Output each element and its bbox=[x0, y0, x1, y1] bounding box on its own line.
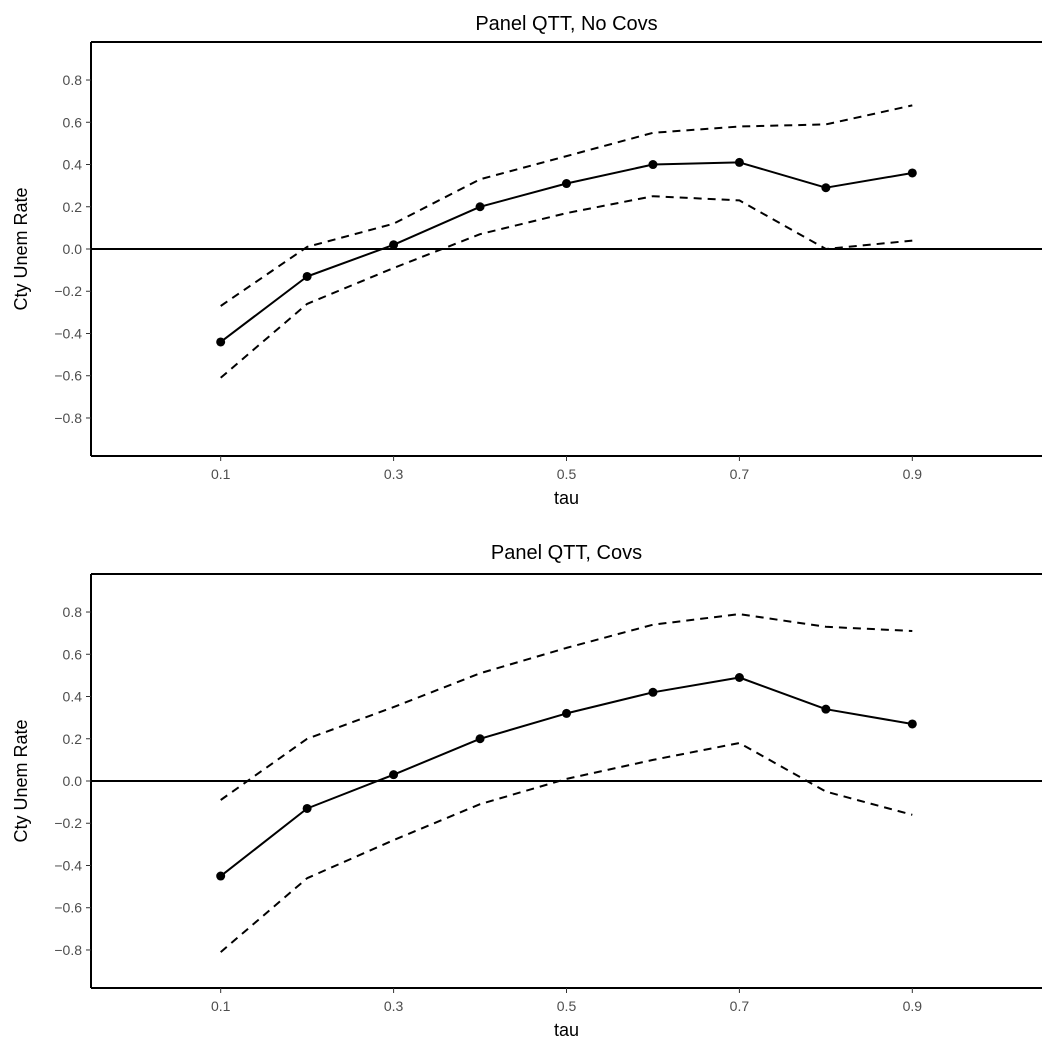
data-point bbox=[302, 271, 312, 281]
data-point bbox=[389, 770, 399, 780]
series-line-lower-band bbox=[220, 195, 913, 379]
y-tick-label: 0.4 bbox=[63, 689, 83, 705]
chart-panel-2: Panel QTT, Covs 0.8 0.6 0.4 0.2 0.0 −0.2 −0.4 −0… bbox=[11, 542, 1042, 1040]
x-axis-label: tau bbox=[554, 1020, 579, 1040]
y-tick-label: −0.6 bbox=[54, 368, 82, 384]
y-tick-label: −0.4 bbox=[54, 325, 82, 341]
y-axis-label: Cty Unem Rate bbox=[11, 187, 31, 310]
series-line-estimate bbox=[220, 676, 913, 877]
y-tick-label: −0.8 bbox=[54, 942, 82, 958]
series-line-estimate bbox=[220, 161, 913, 343]
series-line-upper-band bbox=[220, 104, 913, 307]
data-point bbox=[734, 157, 744, 167]
data-point bbox=[302, 803, 312, 813]
y-axis-label: Cty Unem Rate bbox=[11, 719, 31, 842]
x-tick-label: 0.5 bbox=[557, 466, 577, 482]
x-axis-label: tau bbox=[554, 488, 579, 508]
data-point bbox=[648, 687, 658, 697]
x-tick-label: 0.3 bbox=[384, 998, 404, 1014]
x-tick-label: 0.1 bbox=[211, 466, 231, 482]
x-tick-label: 0.9 bbox=[903, 466, 923, 482]
series-line-lower-band bbox=[220, 742, 913, 953]
x-tick-label: 0.7 bbox=[730, 998, 750, 1014]
data-point bbox=[475, 734, 485, 744]
y-tick-label: −0.2 bbox=[54, 815, 82, 831]
data-point bbox=[907, 168, 917, 178]
data-point bbox=[562, 708, 571, 718]
y-tick-label: 0.6 bbox=[63, 114, 83, 130]
data-point bbox=[821, 704, 831, 714]
x-tick-label: 0.1 bbox=[211, 998, 231, 1014]
data-point bbox=[821, 183, 831, 193]
y-tick-label: −0.6 bbox=[54, 900, 82, 916]
y-tick-label: 0.6 bbox=[63, 646, 83, 662]
y-tick-label: −0.4 bbox=[54, 857, 82, 873]
chart-title: Panel QTT, Covs bbox=[491, 542, 642, 564]
x-tick-label: 0.7 bbox=[730, 466, 750, 482]
chart-panel-1: Panel QTT, No Covs 0.8 0.6 0.4 0.2 0.0 −0.2 −0.… bbox=[11, 13, 1042, 508]
y-tick-label: 0.0 bbox=[63, 241, 83, 257]
x-tick-label: 0.3 bbox=[384, 466, 404, 482]
data-point bbox=[216, 337, 226, 347]
y-tick-label: 0.4 bbox=[63, 157, 83, 173]
y-tick-label: −0.8 bbox=[54, 410, 82, 426]
data-point bbox=[648, 160, 658, 170]
data-point bbox=[389, 240, 399, 250]
x-tick-label: 0.9 bbox=[903, 998, 923, 1014]
data-point bbox=[907, 719, 917, 729]
y-tick-label: 0.8 bbox=[63, 72, 83, 88]
data-point bbox=[216, 871, 226, 881]
y-tick-label: 0.8 bbox=[63, 604, 83, 620]
y-tick-label: 0.0 bbox=[63, 773, 83, 789]
data-point bbox=[475, 202, 485, 212]
data-point bbox=[562, 179, 571, 189]
y-tick-label: 0.2 bbox=[63, 199, 83, 215]
x-tick-label: 0.5 bbox=[557, 998, 577, 1014]
series-line-upper-band bbox=[220, 613, 913, 801]
y-tick-label: 0.2 bbox=[63, 731, 83, 747]
chart-title: Panel QTT, No Covs bbox=[475, 13, 657, 35]
data-point bbox=[734, 673, 744, 682]
y-tick-label: −0.2 bbox=[54, 283, 82, 299]
